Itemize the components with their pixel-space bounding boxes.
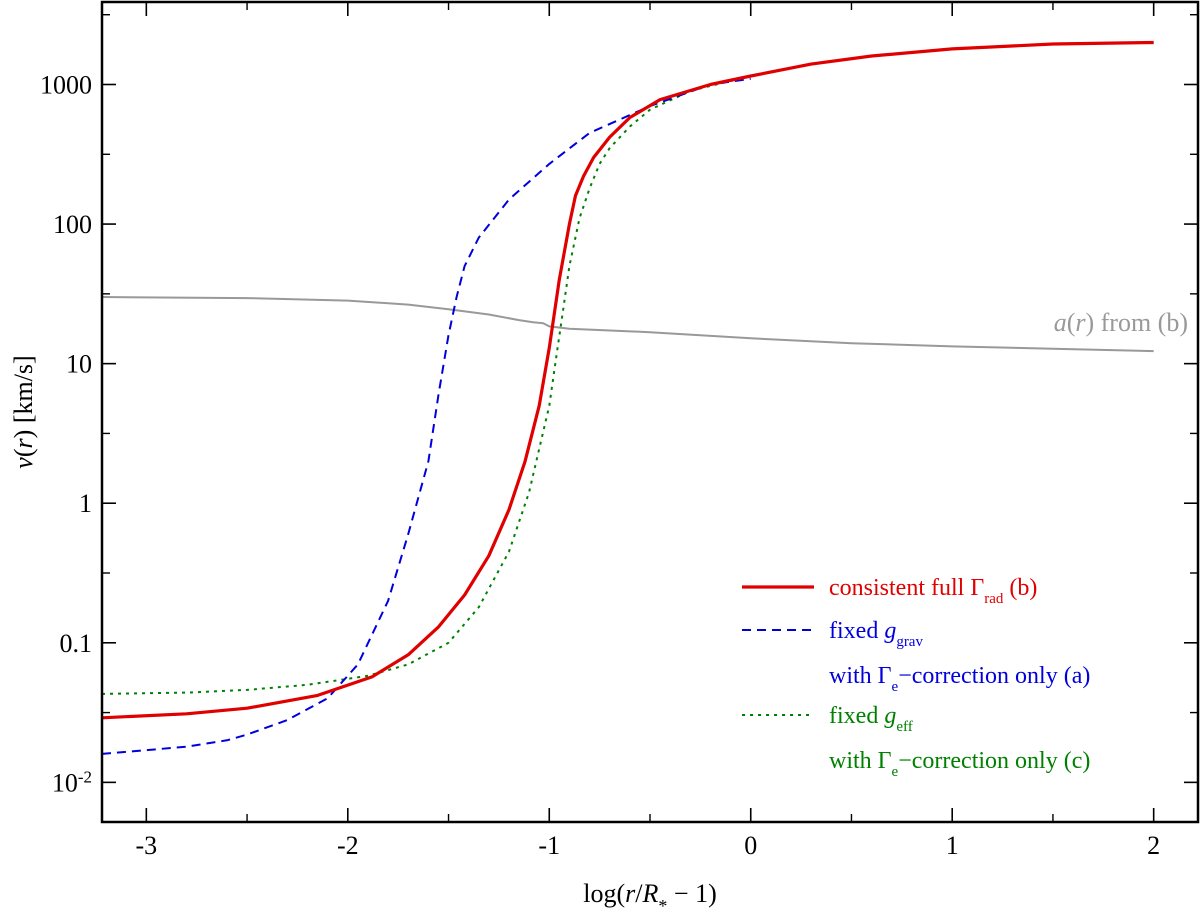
series-line-a <box>101 77 751 755</box>
plot-frame <box>100 0 1200 824</box>
legend: consistent full Γrad (b) fixed ggrav with … <box>742 575 1090 780</box>
tick-label-layer: -3 -2 -1 0 1 2 10-2 0.1 1 10 100 1000 <box>40 70 1160 860</box>
series-line-b <box>101 40 1154 720</box>
x-tick-label: -1 <box>538 831 560 860</box>
x-axis-title: log(r/R* − 1) <box>583 879 716 912</box>
y-tick-label: 1 <box>79 489 92 518</box>
annotation-layer: a(r) from (b) <box>1054 308 1188 337</box>
series-line-c <box>101 75 751 695</box>
y-tick-label: 1000 <box>40 70 92 99</box>
y-tick-label: 0.1 <box>60 629 93 658</box>
y-axis-title: v(r) [km/s] <box>9 355 38 468</box>
series-line-a-b <box>101 296 1154 353</box>
x-tick-label: 0 <box>744 831 757 860</box>
y-tick-label: 100 <box>53 210 92 239</box>
x-tick-label: 1 <box>946 831 959 860</box>
x-tick-label: -2 <box>337 831 359 860</box>
sound-speed-annotation: a(r) from (b) <box>1054 308 1188 337</box>
tick-layer <box>102 2 1198 822</box>
legend-label-c-line2: with Γe−correction only (c) <box>829 748 1090 780</box>
x-tick-label: 2 <box>1147 831 1160 860</box>
series-layer <box>101 40 1154 755</box>
y-tick-label: 10 <box>66 350 92 379</box>
y-tick-label: 10-2 <box>52 767 92 798</box>
legend-label-a-line2: with Γe−correction only (a) <box>829 663 1090 695</box>
legend-label-b: consistent full Γrad (b) <box>829 575 1037 607</box>
legend-label-a: fixed ggrav <box>829 618 923 650</box>
legend-label-c: fixed geff <box>829 703 913 735</box>
x-tick-label: -3 <box>135 831 157 860</box>
